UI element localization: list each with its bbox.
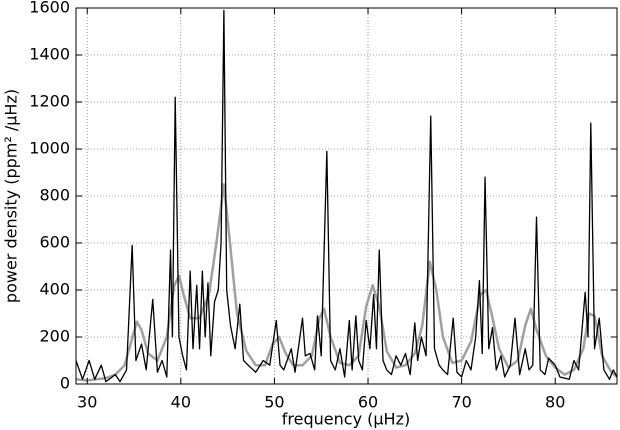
y-tick-label: 0 [60,374,70,393]
y-tick-label: 1200 [29,92,70,111]
series-line [76,9,617,383]
y-tick-label: 1000 [29,139,70,158]
y-tick-label: 200 [39,327,70,346]
x-tick-label: 30 [77,393,97,412]
y-axis-title: power density (ppm² /μHz) [2,89,21,303]
y-tick-label: 1600 [29,0,70,17]
x-axis-title: frequency (μHz) [282,410,410,429]
y-tick-label: 400 [39,280,70,299]
y-tick-label: 1400 [29,45,70,64]
series-line [76,183,617,382]
x-tick-label: 40 [171,393,191,412]
x-tick-label: 70 [451,393,471,412]
x-tick-label: 50 [264,393,284,412]
x-tick-label: 80 [545,393,565,412]
x-tick-label: 60 [358,393,378,412]
y-tick-label: 600 [39,233,70,252]
y-tick-label: 800 [39,186,70,205]
